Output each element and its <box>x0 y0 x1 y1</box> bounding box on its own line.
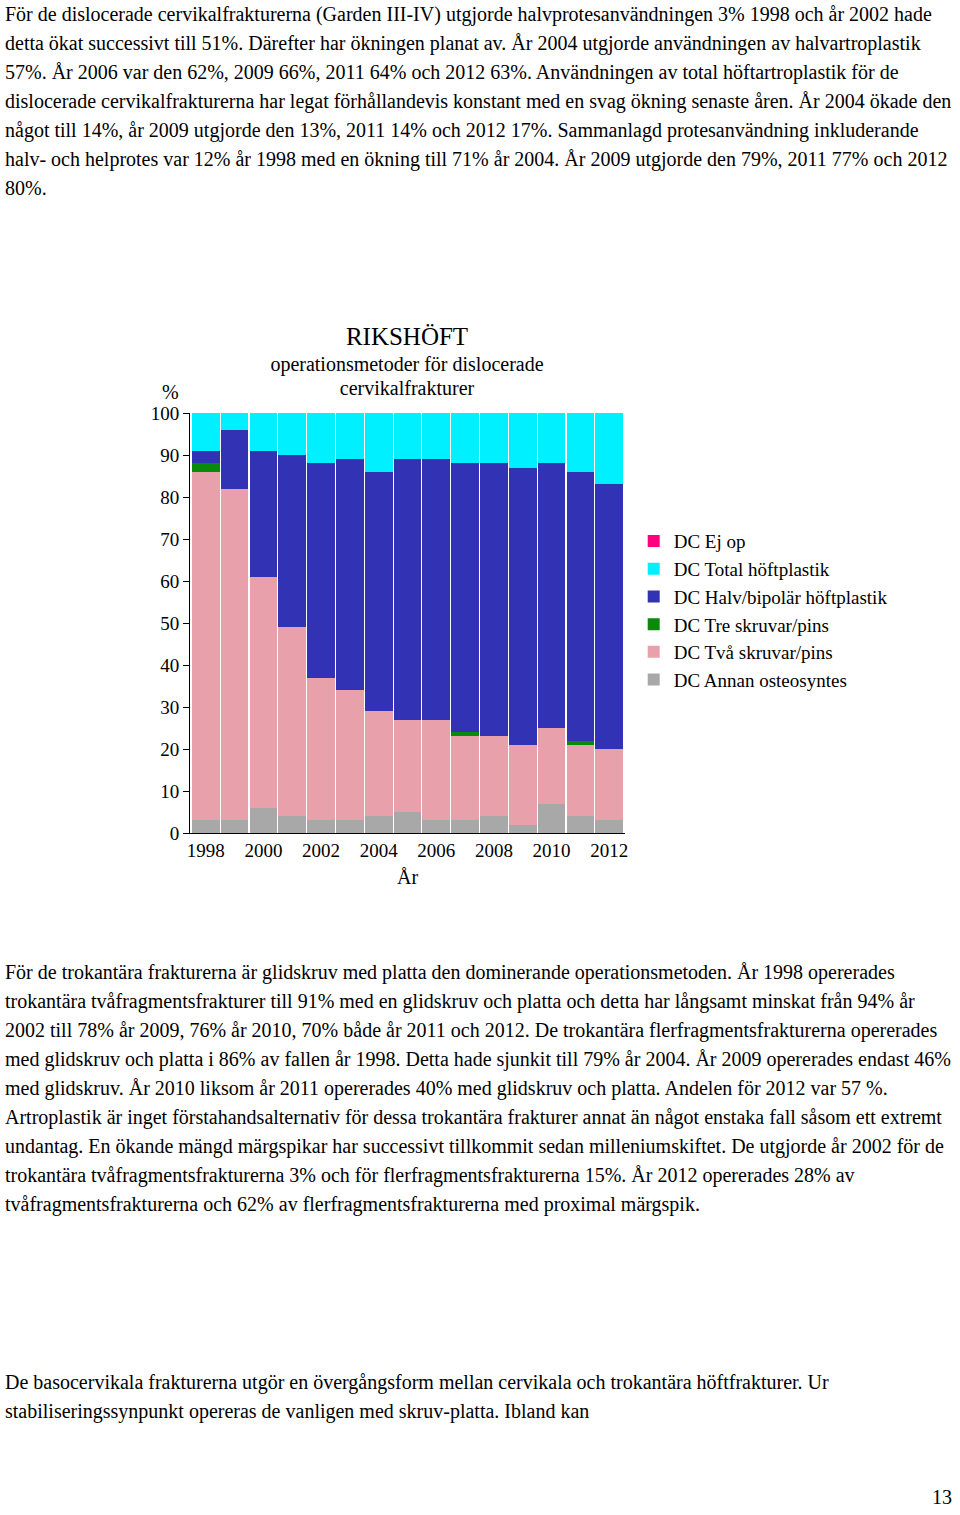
svg-text:DC Ej op: DC Ej op <box>674 531 746 552</box>
svg-text:30: 30 <box>160 697 179 718</box>
svg-text:DC Två skruvar/pins: DC Två skruvar/pins <box>674 642 833 663</box>
svg-text:2012: 2012 <box>590 840 628 861</box>
svg-text:DC Tre skruvar/pins: DC Tre skruvar/pins <box>674 615 829 636</box>
svg-text:DC Halv/bipolär höftplastik: DC Halv/bipolär höftplastik <box>674 587 888 608</box>
html-text:För de dislocerade cervikalfra: För de dislocerade cervikalfrakturerna (… <box>5 3 952 199</box>
svg-text:40: 40 <box>160 655 179 676</box>
svg-text:60: 60 <box>160 571 179 592</box>
svg-text:1998: 1998 <box>187 840 225 861</box>
svg-text:90: 90 <box>160 445 179 466</box>
svg-text:2000: 2000 <box>244 840 282 861</box>
svg-text:50: 50 <box>160 613 179 634</box>
svg-text:100: 100 <box>151 403 180 424</box>
svg-text:10: 10 <box>160 781 179 802</box>
html-text:RIKSHÖFT: RIKSHÖFT <box>345 323 469 350</box>
svg-text:80: 80 <box>160 487 179 508</box>
html-text:operationsmetoder för dislocer: operationsmetoder för dislocerade cervik… <box>270 353 544 399</box>
svg-text:70: 70 <box>160 529 179 550</box>
svg-text:År: År <box>397 866 418 888</box>
svg-text:DC Annan osteosyntes: DC Annan osteosyntes <box>674 670 847 691</box>
svg-text:20: 20 <box>160 739 179 760</box>
html-text:För de trokantära frakturerna: För de trokantära frakturerna är glidskr… <box>5 961 951 1215</box>
html-text:13: 13 <box>932 1486 952 1508</box>
svg-text:2008: 2008 <box>475 840 513 861</box>
svg-text:DC Total höftplastik: DC Total höftplastik <box>674 559 830 580</box>
svg-text:2004: 2004 <box>360 840 399 861</box>
svg-text:2002: 2002 <box>302 840 340 861</box>
svg-text:2006: 2006 <box>417 840 455 861</box>
svg-text:0: 0 <box>170 823 180 844</box>
html-text:De basocervikala frakturerna u: De basocervikala frakturerna utgör en öv… <box>5 1371 829 1422</box>
svg-text:%: % <box>162 381 179 403</box>
svg-text:2010: 2010 <box>533 840 571 861</box>
